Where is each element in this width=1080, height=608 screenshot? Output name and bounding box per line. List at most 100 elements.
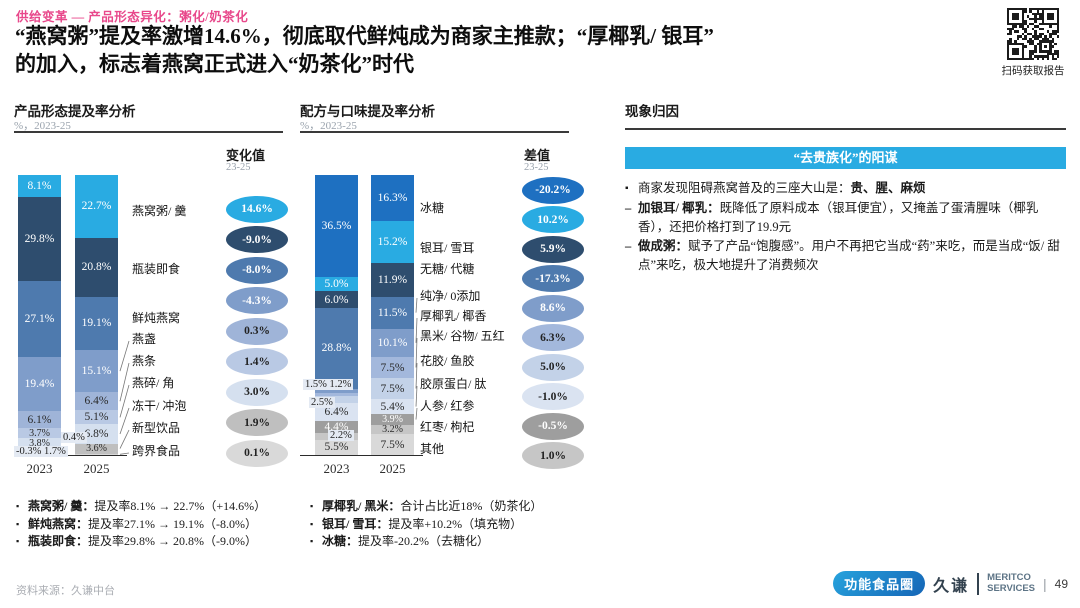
delta-badge: -0.5%: [522, 412, 584, 440]
delta-badge: -8.0%: [226, 256, 288, 284]
category-label: 燕碎/ 角: [132, 376, 175, 390]
subbullet-body: 既降低了原料成本（银耳便宜），又掩盖了蛋清腥味（椰乳香），还把价格打到了19.9…: [638, 201, 1039, 234]
segment-value-label: 3.7%: [29, 427, 50, 439]
segment-value-label: 3.9%: [382, 414, 403, 426]
year-label: 2023: [323, 461, 350, 476]
takeaway-item: ▪ 鲜炖燕窝：提及率27.1% → 19.1%（-8.0%）: [16, 516, 308, 534]
segment-value-label: 27.1%: [24, 312, 55, 325]
segment-value-label: 6.0%: [324, 293, 349, 306]
bar-segment: 3.7%: [18, 427, 61, 439]
qr-code: [1007, 8, 1059, 60]
category-label: 燕窝粥/ 羹: [132, 204, 187, 218]
takeaway-lead: 鲜炖燕窝：: [28, 516, 89, 531]
year-label: 2023: [26, 461, 53, 476]
overflow-value-label: 1.5% 1.2%: [303, 379, 354, 390]
takeaway-lead: 银耳/ 雪耳：: [322, 516, 389, 531]
segment-value-label: 15.2%: [377, 235, 408, 248]
takeaway-body: 提及率+10.2%（填充物）: [388, 516, 523, 531]
segment-value-label: 20.8%: [81, 261, 112, 274]
chart1-delta-sub: 23-25: [226, 162, 251, 173]
delta-badge: 1.0%: [522, 442, 584, 469]
chart-flavor: 差值 23-25 36.5% 5.0% 6.0% 28.8% 6.4% 4.4% 5.5% 2…: [300, 140, 590, 500]
overflow-value-label: 2.2%: [328, 430, 354, 441]
takeaway-body: 提及率27.1% → 19.1%（-8.0%）: [88, 516, 258, 531]
bar-segment: 6.0%: [315, 291, 358, 308]
bar-segment: 29.8%: [18, 197, 61, 281]
bar-segment: 5.4%: [371, 399, 414, 415]
square-bullet-icon: ▪: [16, 518, 20, 529]
page-number-divider: |: [1043, 575, 1047, 592]
bar-segment: 22.7%: [75, 174, 118, 239]
takeaway-body: 合计占比近18%（奶茶化）: [400, 499, 543, 513]
segment-value-label: 22.7%: [81, 200, 112, 213]
company-logo-en-line2: SERVICES: [987, 582, 1035, 594]
bar-segment: 5.0%: [315, 277, 358, 292]
bar-segment: 3.8%: [18, 438, 61, 449]
takeaway-body: 提及率-20.2%（去糖化）: [358, 534, 490, 548]
page-title-line1: “燕窝粥”提及率激增14.6%，彻底取代鲜炖成为商家主推款；“厚椰乳/ 银耳”: [15, 24, 714, 48]
chart2-rule: [300, 131, 569, 133]
takeaway-lead: 瓶装即食：: [28, 534, 89, 548]
attribution-rule: [625, 128, 1066, 130]
square-bullet-icon: ▪: [310, 518, 314, 529]
bar-segment: 19.4%: [18, 356, 61, 412]
bar-segment: 10.1%: [371, 328, 414, 357]
segment-value-label: 5.1%: [84, 411, 109, 424]
overflow-value-label: 0.4%: [61, 432, 87, 443]
bar-segment: 6.4%: [75, 392, 118, 411]
segment-value-label: 16.3%: [377, 191, 408, 204]
bar-segment: 36.5%: [315, 175, 358, 278]
x-axis-line: [300, 455, 423, 456]
square-bullet-icon: ▪: [16, 501, 20, 511]
takeaway-lead: 燕窝粥/ 羹：: [28, 499, 95, 513]
bar-segment: 3.6%: [75, 443, 118, 454]
category-label: 燕条: [132, 354, 157, 368]
x-axis-line: [14, 455, 127, 456]
segment-value-label: 3.8%: [29, 438, 50, 450]
category-label: 鲜炖燕窝: [132, 311, 181, 325]
bar-segment: [315, 388, 358, 393]
company-logo: 久谦: [933, 577, 970, 595]
segment-value-label: 3.2%: [382, 424, 403, 436]
category-label: 纯净/ 0添加: [420, 289, 481, 303]
page-title: “燕窝粥”提及率激增14.6%，彻底取代鲜炖成为商家主推款；“厚椰乳/ 银耳” …: [15, 22, 915, 78]
delta-badge: 6.3%: [522, 324, 584, 351]
category-label: 红枣/ 枸杞: [420, 420, 475, 434]
overflow-value-label: -0.3% 1.7%: [14, 446, 68, 457]
bar-segment: 5.5%: [315, 439, 358, 455]
bar-segment: 8.1%: [18, 174, 61, 198]
delta-badge: -4.3%: [226, 287, 288, 314]
takeaway-item: ▪ 银耳/ 雪耳：提及率+10.2%（填充物）: [310, 516, 610, 534]
chart1-subtitle: %，2023-25: [14, 120, 71, 132]
takeaways-right: ▪ 厚椰乳/ 黑米：合计占比近18%（奶茶化） ▪ 银耳/ 雪耳：提及率+10.2%…: [310, 498, 610, 551]
year-label: 2025: [379, 461, 406, 476]
delta-badge: 5.9%: [522, 235, 584, 263]
chart1-delta-header: 变化值: [226, 148, 266, 163]
delta-badge: -20.2%: [522, 176, 584, 204]
segment-value-label: 7.5%: [380, 382, 405, 395]
takeaway-body: 提及率29.8% → 20.8%（-9.0%）: [88, 534, 258, 548]
chart-product-form: 变化值 23-25 8.1% 29.8% 27.1% 19.4% 6.1% 3.7% 3.8…: [14, 140, 290, 500]
bar-segment: 19.1%: [75, 296, 118, 350]
bar-segment: 7.5%: [371, 357, 414, 378]
attribution-body: ▪ 商家发现阻碍燕窝普及的三座大山是：贵、腥、麻烦 – 加银耳/ 椰乳：既降低了原料…: [625, 179, 1066, 275]
bar-segment: [315, 396, 358, 404]
footer-logos: 功能食品圈 久谦 MERITCO SERVICES | 49: [833, 571, 1068, 596]
chart1-title: 产品形态提及率分析: [14, 104, 136, 119]
chart2-canvas: 36.5% 5.0% 6.0% 28.8% 6.4% 4.4% 5.5% 2023 16.3% 1…: [300, 173, 590, 483]
bar-segment: 28.8%: [315, 308, 358, 389]
category-label: 胶原蛋白/ 肽: [420, 377, 487, 391]
bar-segment: 11.5%: [371, 296, 414, 329]
attribution-subbullet: – 做成粥：赋予了产品“饱腹感”。用户不再把它当成“药”来吃，而是当成“饭/ 甜点…: [625, 237, 1066, 275]
segment-value-label: 19.1%: [81, 317, 112, 330]
segment-value-label: 5.4%: [380, 400, 405, 413]
overflow-value-label: 2.5%: [309, 397, 335, 408]
bar-segment: 3.9%: [371, 414, 414, 425]
bar-segment: [75, 453, 118, 455]
brand-logo-badge: 功能食品圈: [833, 571, 926, 596]
subbullet-lead: 做成粥：: [638, 239, 689, 253]
takeaway-item: ▪ 冰糖：提及率-20.2%（去糖化）: [310, 533, 610, 551]
chart2-delta-header: 差值: [524, 148, 551, 163]
delta-badge: 1.9%: [226, 409, 288, 436]
delta-badge: -9.0%: [226, 226, 288, 253]
